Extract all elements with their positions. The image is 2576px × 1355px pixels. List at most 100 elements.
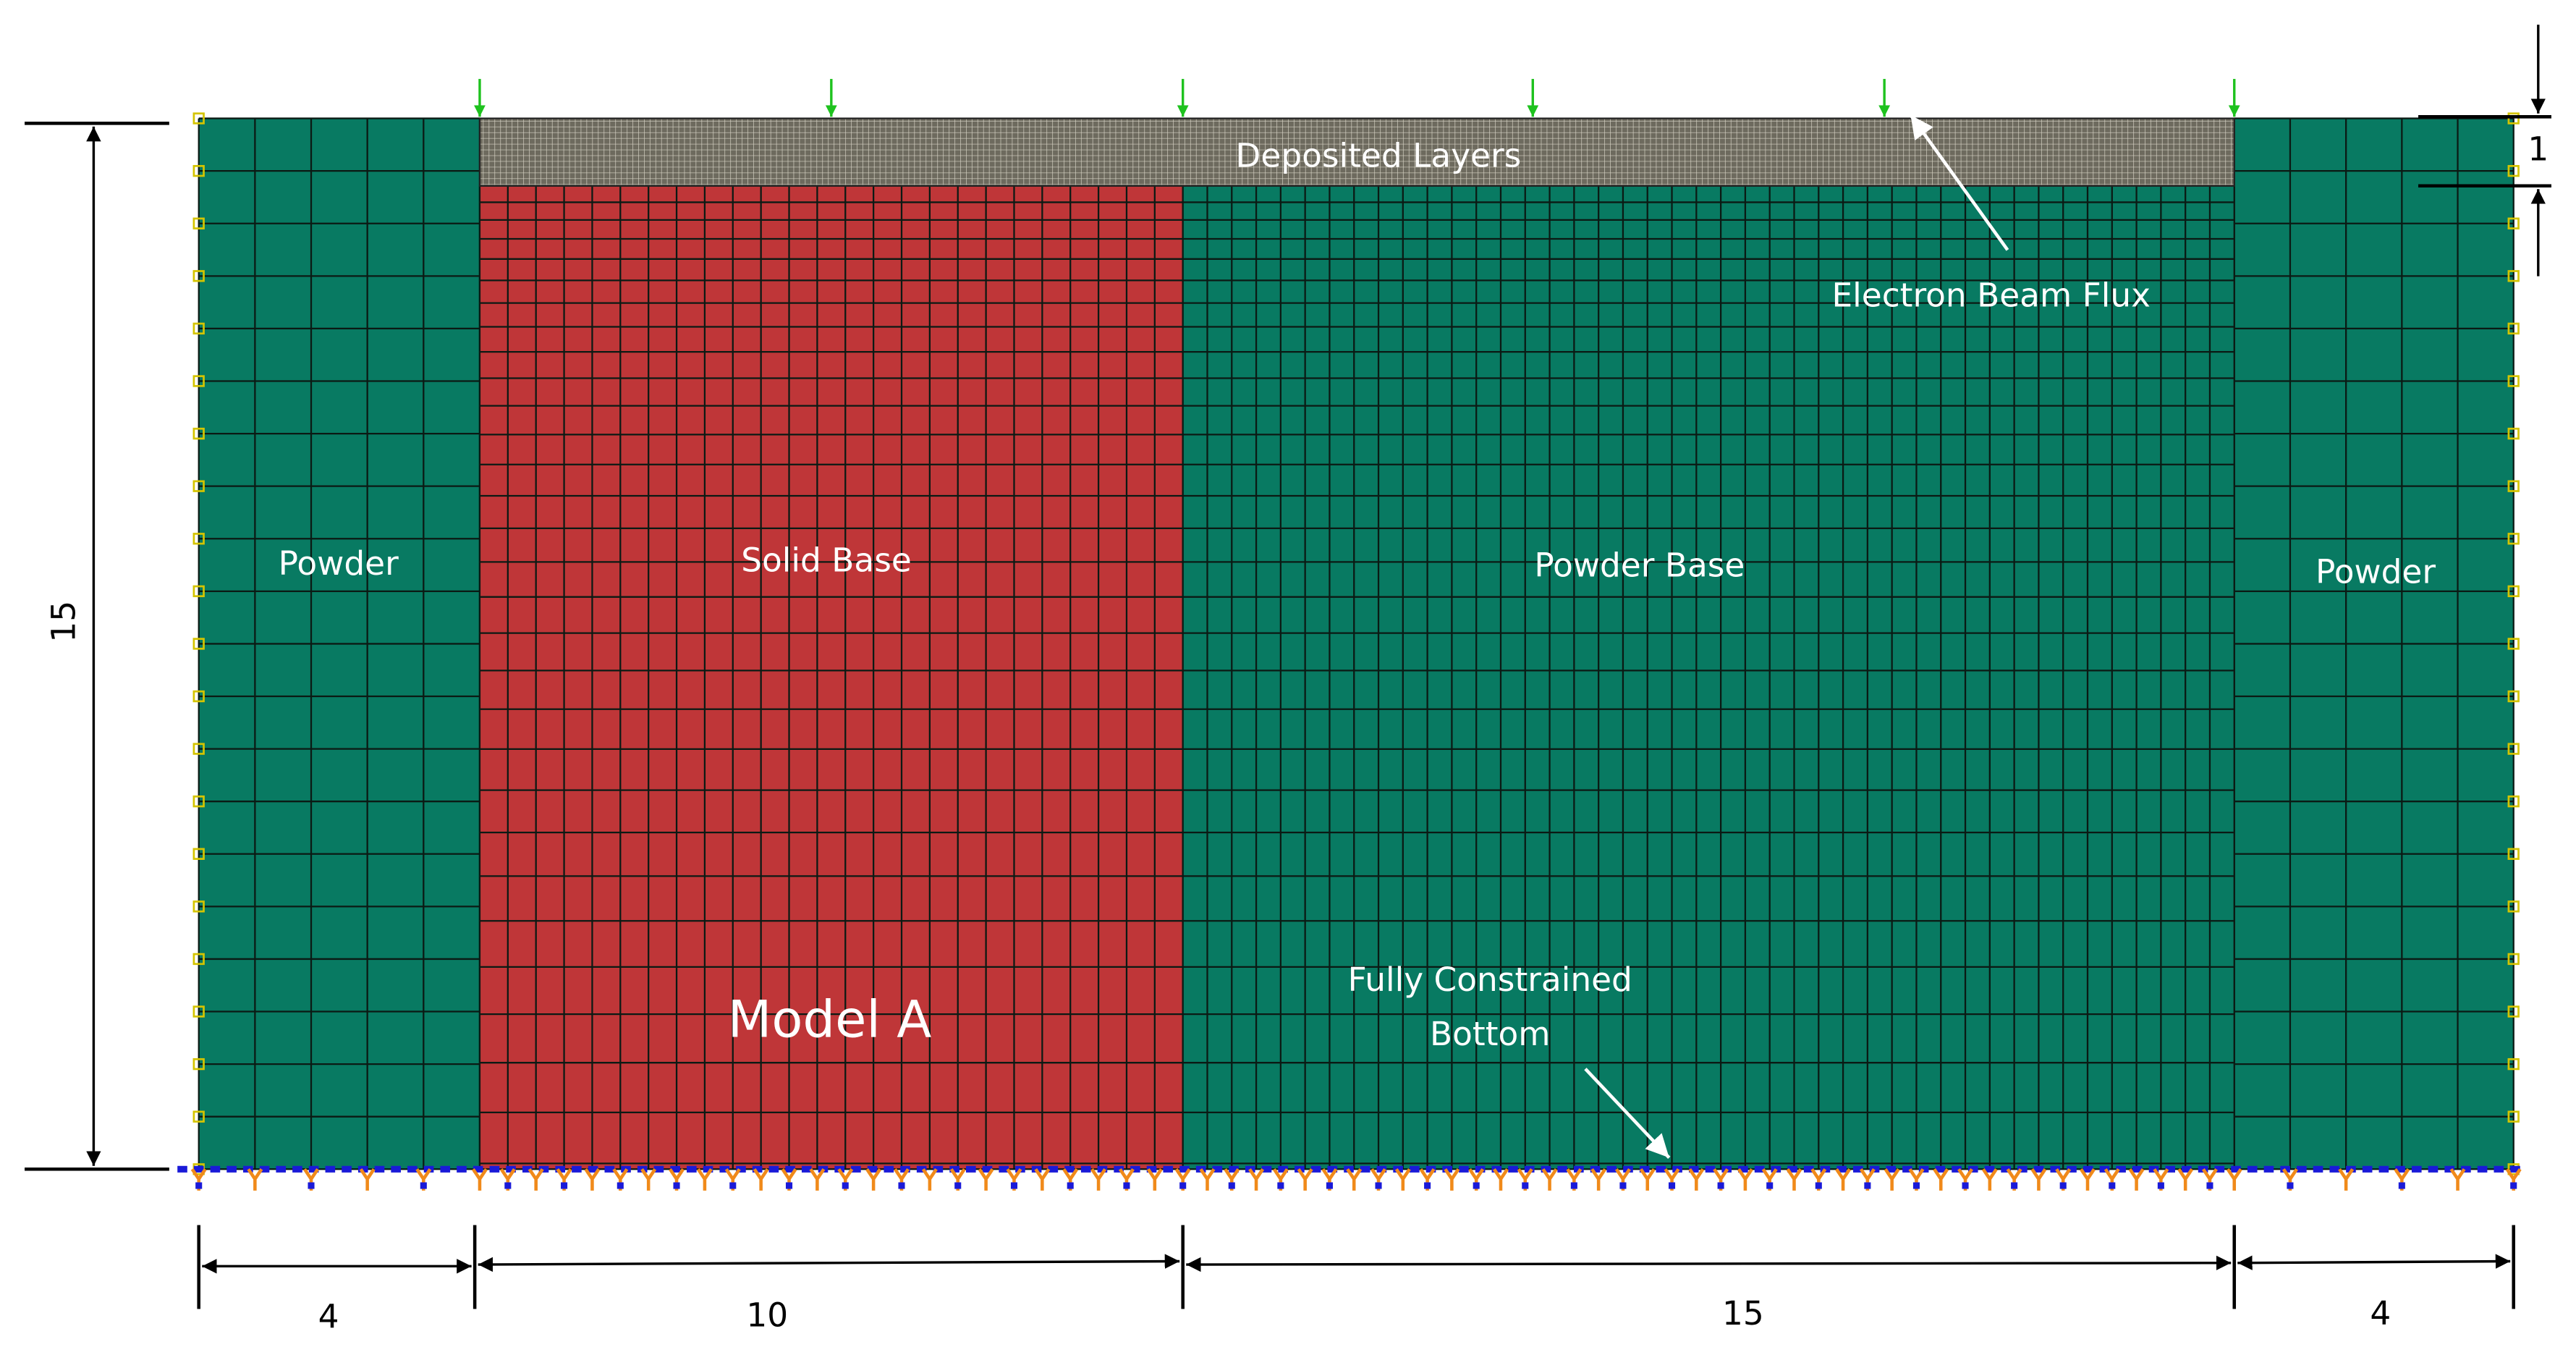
side-marker bbox=[2507, 480, 2520, 492]
bottom-arrow bbox=[1584, 1068, 1671, 1159]
constraint-marker bbox=[1424, 1182, 1431, 1189]
constraint-marker bbox=[729, 1182, 737, 1189]
mesh-lines bbox=[2233, 117, 2514, 1170]
side-marker bbox=[192, 1110, 205, 1123]
dimension-label: 1 bbox=[2528, 130, 2549, 169]
constraint-marker bbox=[1717, 1182, 1724, 1189]
dimension-line bbox=[1186, 1255, 2232, 1272]
side-marker bbox=[2507, 848, 2520, 860]
constraint-marker bbox=[2157, 1182, 2164, 1189]
constraint-marker bbox=[1123, 1182, 1130, 1189]
side-marker bbox=[2507, 270, 2520, 282]
constraint-marker bbox=[978, 1168, 994, 1191]
constraint-marker bbox=[1786, 1168, 1802, 1191]
bottom-label: Fully Constrained bbox=[1348, 961, 1632, 999]
constraint-marker bbox=[1668, 1182, 1676, 1189]
side-marker bbox=[192, 427, 205, 440]
side-marker bbox=[192, 480, 205, 492]
constraint-marker bbox=[1297, 1168, 1313, 1191]
constraint-marker bbox=[809, 1168, 826, 1191]
deposited-label: Deposited Layers bbox=[1235, 137, 1521, 175]
side-marker bbox=[2507, 953, 2520, 966]
constraint-marker bbox=[1010, 1182, 1018, 1189]
side-marker bbox=[192, 375, 205, 387]
side-marker bbox=[2507, 585, 2520, 598]
dimension-label: 15 bbox=[1722, 1294, 1764, 1333]
side-marker bbox=[192, 743, 205, 755]
constraint-marker bbox=[420, 1182, 427, 1189]
side-marker bbox=[2507, 1058, 2520, 1071]
side-marker bbox=[192, 585, 205, 598]
side-marker bbox=[2507, 375, 2520, 387]
constraint-marker bbox=[1444, 1168, 1460, 1191]
mesh bbox=[177, 79, 2522, 1191]
side-marker bbox=[2507, 638, 2520, 650]
side-marker bbox=[192, 848, 205, 860]
constraint-marker bbox=[1933, 1168, 1949, 1191]
constraint-marker bbox=[865, 1168, 882, 1191]
region-label: Powder Base bbox=[1534, 546, 1745, 584]
constraint-marker bbox=[1375, 1182, 1382, 1189]
constraint-marker bbox=[1737, 1168, 1753, 1191]
side-marker bbox=[2507, 427, 2520, 440]
side-marker bbox=[192, 795, 205, 808]
constraint-marker bbox=[1179, 1182, 1187, 1189]
constraint-marker bbox=[1688, 1168, 1705, 1191]
constraint-marker bbox=[308, 1182, 315, 1189]
constraint-marker bbox=[1590, 1168, 1607, 1191]
constraint-marker bbox=[2128, 1168, 2145, 1191]
constraint-marker bbox=[696, 1168, 713, 1191]
constraint-marker bbox=[1522, 1182, 1529, 1189]
constraint-marker bbox=[2287, 1182, 2294, 1189]
constraint-marker bbox=[785, 1182, 793, 1189]
constraint-marker bbox=[1864, 1182, 1871, 1189]
dimension-line bbox=[2237, 1254, 2511, 1270]
constraint-marker bbox=[471, 1168, 488, 1191]
constraint-marker bbox=[1912, 1182, 1920, 1189]
constraint-marker bbox=[1541, 1168, 1558, 1191]
constraint-marker bbox=[640, 1168, 657, 1191]
side-marker bbox=[192, 533, 205, 545]
constraint-marker bbox=[921, 1168, 938, 1191]
side-marker bbox=[2507, 164, 2520, 177]
flux-label: Electron Beam Flux bbox=[1831, 277, 2151, 315]
annotations: Deposited Layers Powder Solid Base Powde… bbox=[25, 25, 2551, 1336]
constraint-marker bbox=[1619, 1182, 1627, 1189]
bottom-label: Bottom bbox=[1430, 1015, 1551, 1053]
constraint-marker bbox=[1981, 1168, 1998, 1191]
dimension-label: 4 bbox=[2370, 1294, 2391, 1333]
constraint-marker bbox=[1766, 1182, 1774, 1189]
constraint-marker bbox=[2338, 1168, 2355, 1191]
side-marker bbox=[2507, 1110, 2520, 1123]
constraint-marker bbox=[1228, 1182, 1235, 1189]
constraint-marker bbox=[1815, 1182, 1822, 1189]
side-marker bbox=[2507, 795, 2520, 808]
mesh-region bbox=[479, 185, 1183, 1170]
region-label: Solid Base bbox=[741, 541, 912, 579]
constraint-marker bbox=[2011, 1182, 2018, 1189]
constraint-marker bbox=[1570, 1182, 1577, 1189]
constraint-marker bbox=[1962, 1182, 1969, 1189]
dimension-label: 10 bbox=[746, 1296, 788, 1334]
constraint-marker bbox=[2030, 1168, 2047, 1191]
constraint-marker bbox=[1346, 1168, 1363, 1191]
side-marker bbox=[192, 1005, 205, 1018]
side-marker bbox=[192, 1058, 205, 1071]
constraint-marker bbox=[2226, 1168, 2242, 1191]
constraint-marker bbox=[1884, 1168, 1900, 1191]
constraint-marker bbox=[1639, 1168, 1656, 1191]
constraint-marker bbox=[584, 1168, 601, 1191]
side-marker bbox=[192, 638, 205, 650]
region-label: Powder bbox=[279, 544, 399, 583]
constraint-marker bbox=[753, 1168, 769, 1191]
constraint-marker bbox=[2449, 1168, 2466, 1191]
model-label: Model A bbox=[728, 990, 932, 1050]
constraint-marker bbox=[528, 1168, 544, 1191]
constraint-marker bbox=[954, 1182, 962, 1189]
flux-arrow bbox=[1909, 114, 2009, 251]
mesh-lines bbox=[1182, 185, 2235, 1170]
side-marker bbox=[192, 690, 205, 703]
side-marker bbox=[192, 112, 205, 124]
